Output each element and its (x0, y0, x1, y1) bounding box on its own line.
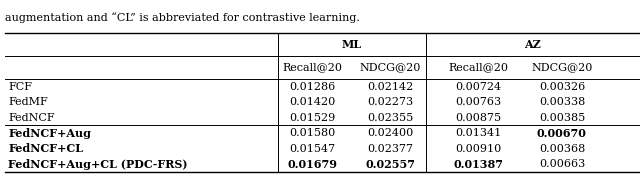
Text: 0.01420: 0.01420 (289, 97, 335, 107)
Text: 0.01529: 0.01529 (289, 113, 335, 123)
Text: NDCG@20: NDCG@20 (360, 62, 421, 72)
Text: 0.02557: 0.02557 (365, 159, 415, 170)
Text: NDCG@20: NDCG@20 (531, 62, 593, 72)
Text: 0.00338: 0.00338 (539, 97, 585, 107)
Text: 0.00910: 0.00910 (456, 144, 502, 154)
Text: 0.02400: 0.02400 (367, 128, 413, 138)
Text: 0.01580: 0.01580 (289, 128, 335, 138)
Text: 0.00385: 0.00385 (539, 113, 585, 123)
Text: 0.02273: 0.02273 (367, 97, 413, 107)
Text: Recall@20: Recall@20 (282, 62, 342, 72)
Text: FedNCF: FedNCF (8, 113, 55, 123)
Text: 0.01341: 0.01341 (456, 128, 502, 138)
Text: FedNCF+CL: FedNCF+CL (8, 143, 83, 154)
Text: ML: ML (342, 39, 362, 50)
Text: Recall@20: Recall@20 (449, 62, 509, 72)
Text: FedNCF+Aug: FedNCF+Aug (8, 128, 92, 139)
Text: 0.01387: 0.01387 (454, 159, 504, 170)
Text: 0.02355: 0.02355 (367, 113, 413, 123)
Text: augmentation and “CL” is abbreviated for contrastive learning.: augmentation and “CL” is abbreviated for… (5, 12, 360, 23)
Text: 0.00663: 0.00663 (539, 159, 585, 169)
Text: 0.02142: 0.02142 (367, 82, 413, 92)
Text: 0.02377: 0.02377 (367, 144, 413, 154)
Text: 0.01679: 0.01679 (287, 159, 337, 170)
Text: 0.00368: 0.00368 (539, 144, 585, 154)
Text: 0.00875: 0.00875 (456, 113, 502, 123)
Text: 0.00670: 0.00670 (537, 128, 587, 139)
Text: 0.00724: 0.00724 (456, 82, 502, 92)
Text: FedMF: FedMF (8, 97, 48, 107)
Text: 0.01286: 0.01286 (289, 82, 335, 92)
Text: FedNCF+Aug+CL (PDC-FRS): FedNCF+Aug+CL (PDC-FRS) (8, 159, 188, 170)
Text: 0.01547: 0.01547 (289, 144, 335, 154)
Text: FCF: FCF (8, 82, 32, 92)
Text: 0.00326: 0.00326 (539, 82, 585, 92)
Text: AZ: AZ (524, 39, 541, 50)
Text: 0.00763: 0.00763 (456, 97, 502, 107)
